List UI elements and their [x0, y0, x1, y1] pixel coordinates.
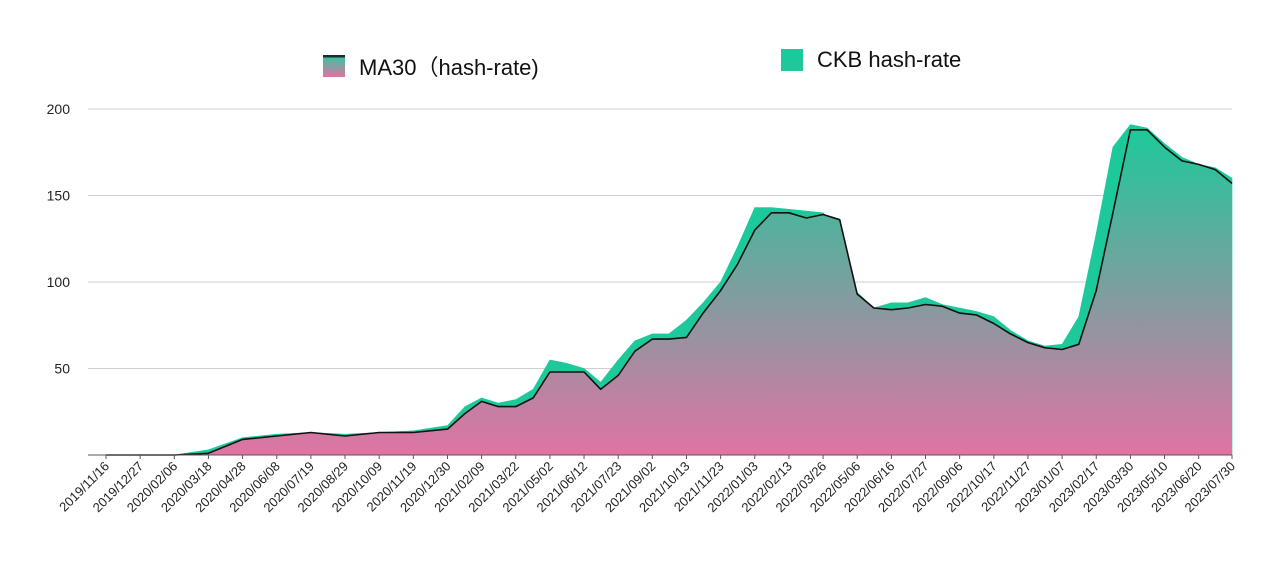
y-tick-label: 100 [47, 274, 71, 290]
y-tick-label: 150 [47, 188, 71, 204]
series-ma30-area [106, 129, 1232, 456]
square-swatch-icon [781, 49, 803, 71]
legend-label-ckb: CKB hash-rate [817, 47, 962, 72]
legend-label-ma30: MA30（hash-rate) [359, 55, 539, 80]
legend-item-ma30[interactable]: MA30（hash-rate) [323, 50, 539, 82]
series-layer [106, 124, 1233, 456]
series-ma30-line [106, 129, 1233, 456]
y-tick-label: 50 [54, 361, 70, 377]
grid-lines [88, 108, 1232, 369]
gradient-line-swatch-icon [323, 55, 345, 77]
legend-item-ckb[interactable]: CKB hash-rate [781, 47, 961, 73]
y-tick-label: 200 [47, 101, 71, 117]
